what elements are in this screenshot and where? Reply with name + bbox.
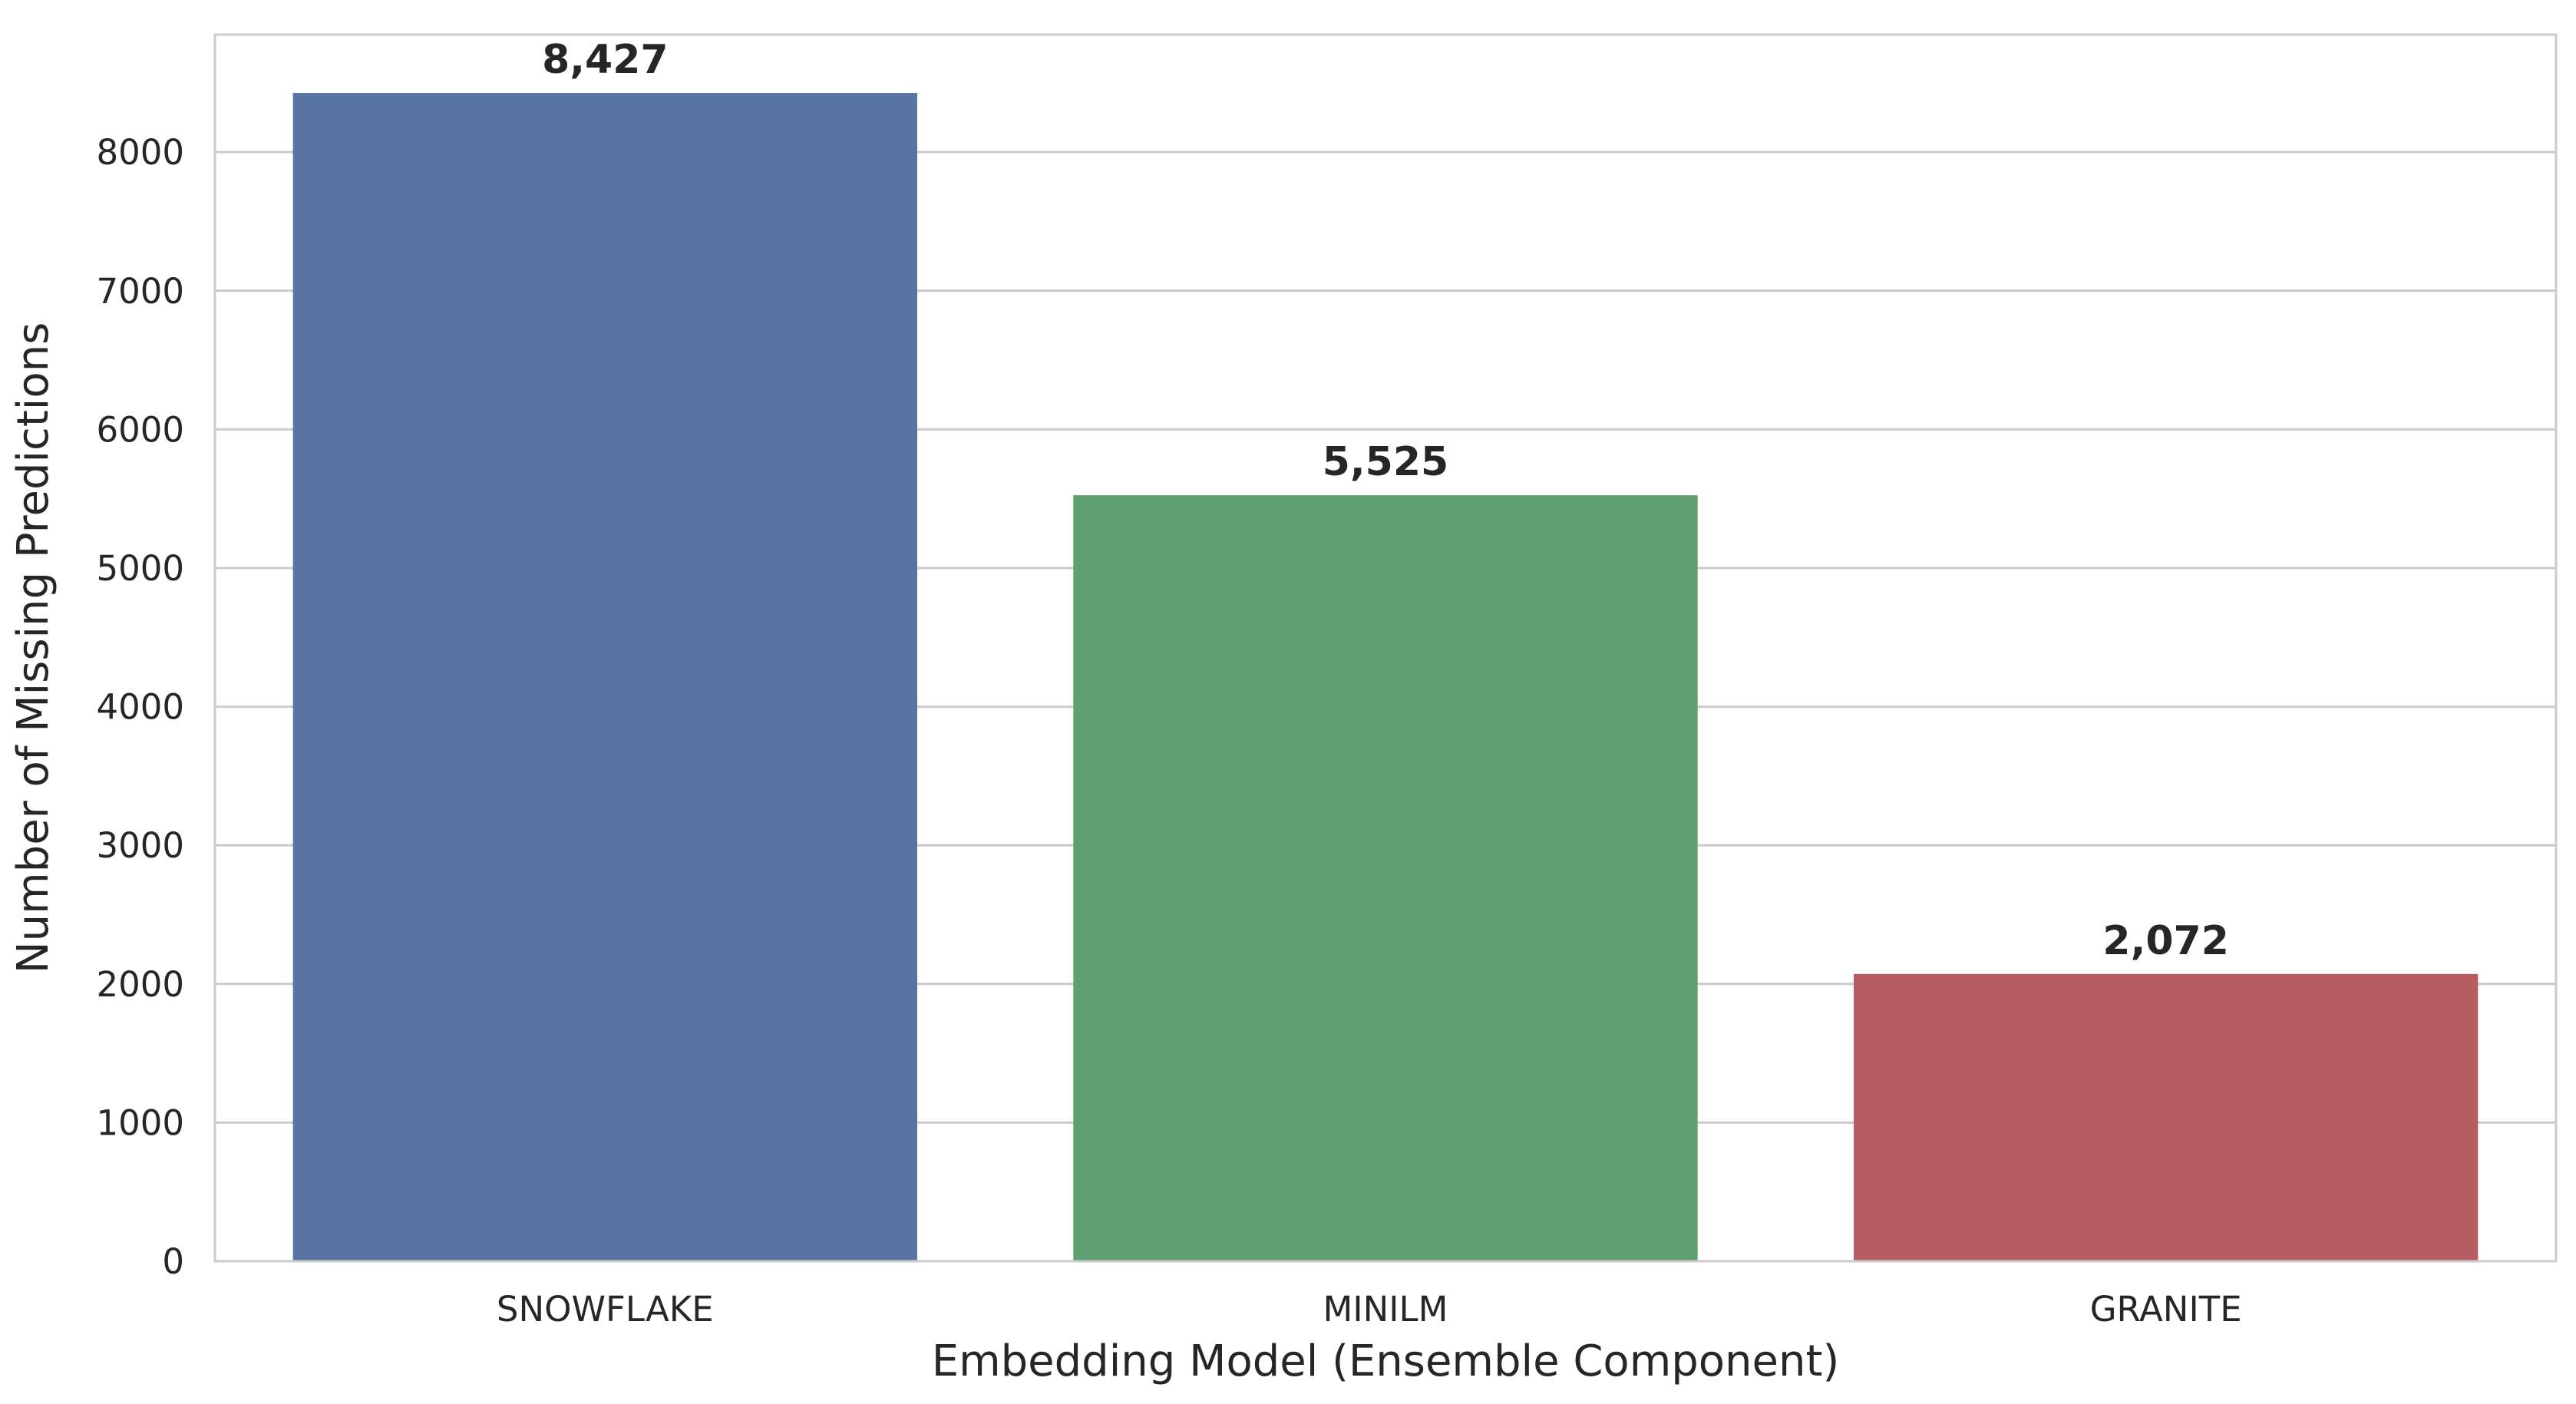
x-axis-label: Embedding Model (Ensemble Component): [932, 1336, 1840, 1386]
y-tick-label: 3000: [96, 825, 184, 866]
plot-frame: [213, 33, 2558, 1263]
y-tick-label: 4000: [96, 687, 184, 728]
y-tick-labels: 0 1000 2000 3000 4000 5000 6000 7000 8000: [96, 132, 184, 1282]
y-axis-label: Number of Missing Predictions: [8, 322, 58, 974]
y-tick-label: 7000: [96, 271, 184, 312]
y-tick-label: 2000: [96, 964, 184, 1005]
y-tick-label: 6000: [96, 409, 184, 450]
data-label: 8,427: [542, 37, 668, 83]
y-tick-label: 5000: [96, 548, 184, 589]
x-tick-labels: SNOWFLAKE MINILM GRANITE: [497, 1289, 2242, 1330]
bar-granite: [1854, 973, 2479, 1261]
bars: [292, 93, 2479, 1261]
y-tick-label: 8000: [96, 132, 184, 173]
bar-snowflake: [292, 93, 918, 1261]
bar-minilm: [1073, 495, 1698, 1261]
x-tick-label: GRANITE: [2090, 1289, 2242, 1330]
y-tick-label: 0: [162, 1241, 184, 1282]
x-tick-label: SNOWFLAKE: [497, 1289, 714, 1330]
y-tick-label: 1000: [96, 1102, 184, 1143]
data-label: 5,525: [1323, 439, 1448, 485]
data-labels: 8,427 5,525 2,072: [542, 37, 2229, 964]
x-tick-label: MINILM: [1323, 1289, 1448, 1330]
data-label: 2,072: [2102, 918, 2228, 964]
